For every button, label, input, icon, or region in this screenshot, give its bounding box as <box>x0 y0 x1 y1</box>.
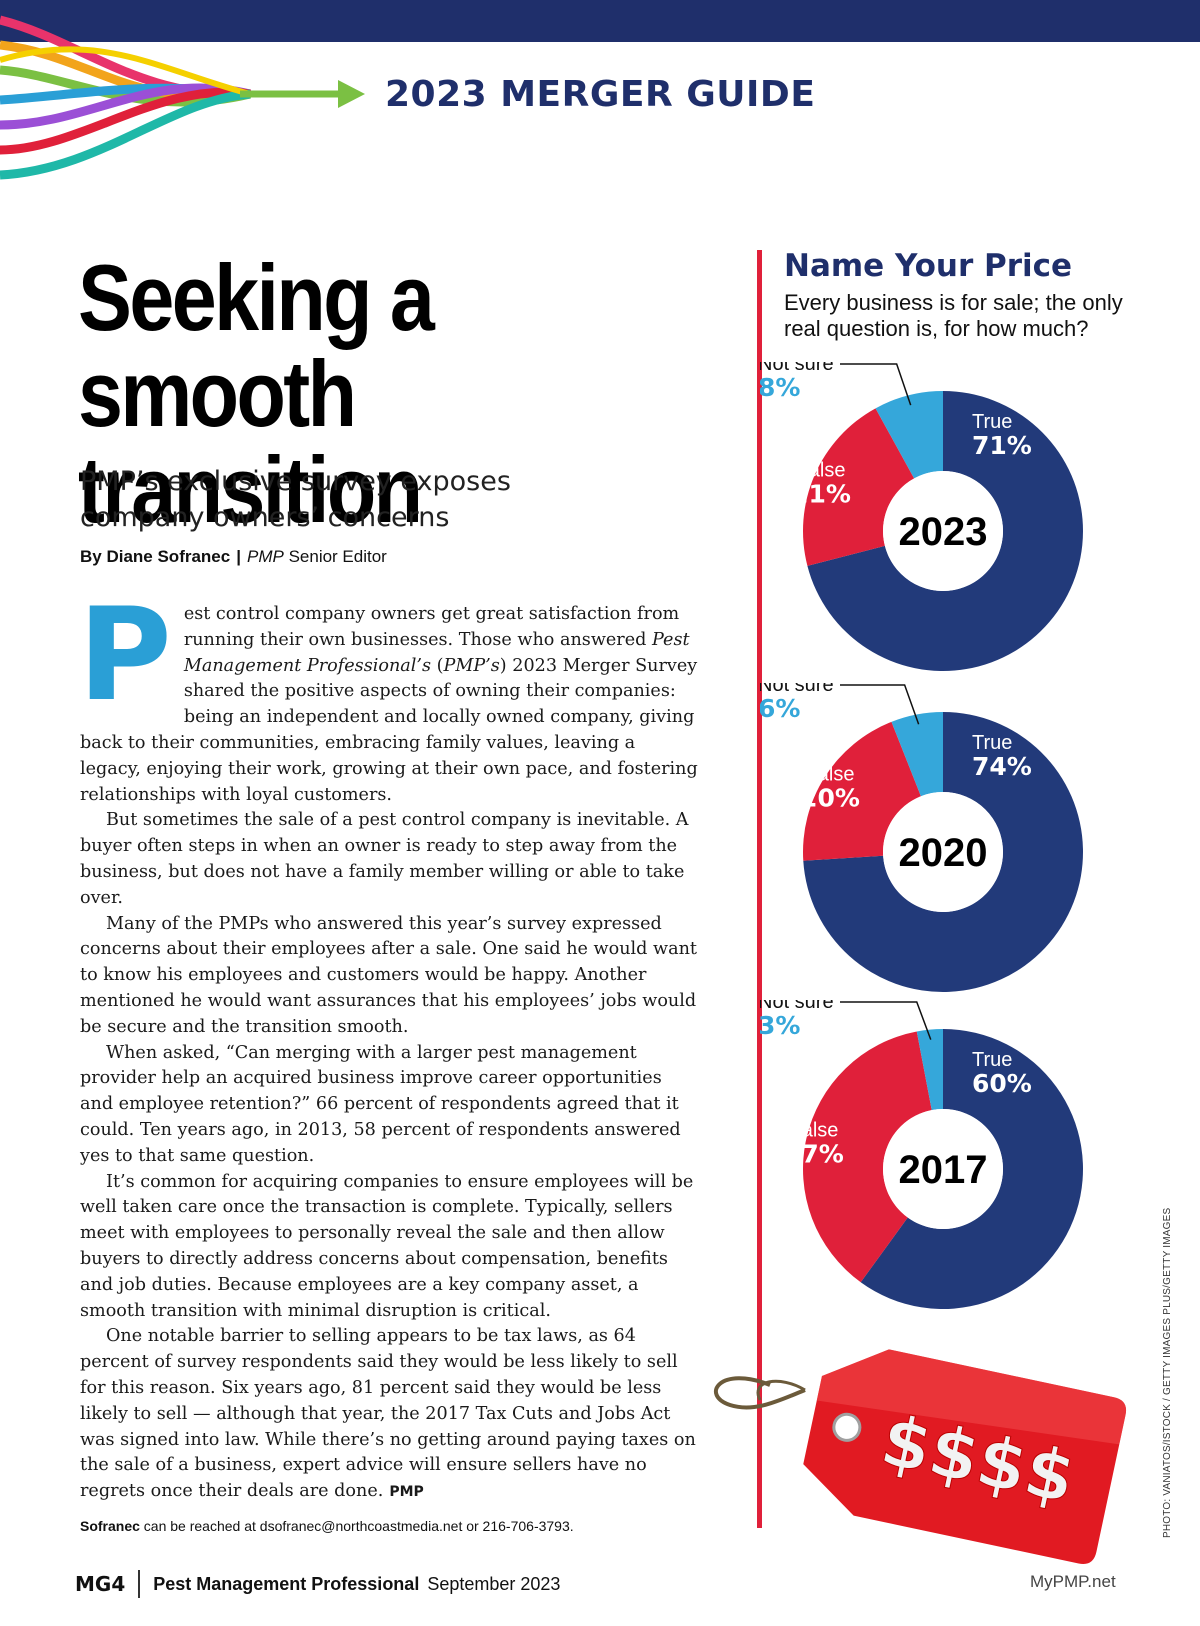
contact-name: Sofranec <box>80 1518 140 1534</box>
headline-line-1: Seeking a <box>78 245 435 350</box>
paragraph-2: But sometimes the sale of a pest control… <box>80 810 689 908</box>
footer-website: MyPMP.net <box>1030 1572 1116 1591</box>
donut-chart-2017: 2017 True 60% False 37% Not sure 3% <box>760 1000 1160 1310</box>
drop-cap: P <box>78 581 172 730</box>
footer-issue: September 2023 <box>427 1573 561 1594</box>
publication-name: Pest Management Professional’s <box>183 629 690 676</box>
slice-true <box>807 391 1083 671</box>
paragraph-6-text: One notable barrier to selling appears t… <box>80 1326 696 1502</box>
byline-author: By Diane Sofranec <box>80 547 231 566</box>
footer-left: MG4 Pest Management Professional Septemb… <box>75 1570 560 1598</box>
slice-not-sure <box>891 712 943 797</box>
slice-false <box>803 721 921 861</box>
column-divider <box>757 250 762 1528</box>
publication-abbr: PMP’s <box>443 655 500 676</box>
slice-false <box>803 1031 932 1283</box>
paragraph-1-text: est control company owners get great sat… <box>183 604 680 650</box>
slice-true <box>803 712 1083 992</box>
author-contact: Sofranec can be reached at dsofranec@nor… <box>80 1518 574 1534</box>
slice-not-sure <box>916 1029 943 1111</box>
not-sure-value: 3% <box>760 1011 800 1040</box>
byline-separator: | <box>236 547 241 566</box>
paragraph-5: It’s common for acquiring companies to e… <box>80 1171 694 1321</box>
slice-true <box>860 1029 1083 1309</box>
slice-not-sure <box>875 391 943 479</box>
not-sure-label: Not sure <box>760 362 834 375</box>
false-label: False <box>806 764 855 786</box>
not-sure-label: Not sure <box>760 683 834 696</box>
sidebar-title: Name Your Price <box>784 248 1073 284</box>
byline-role: Senior Editor <box>283 547 387 566</box>
donut-chart-2020: 2020 True 74% False 20% Not sure 6% <box>760 683 1160 993</box>
donut-hole <box>883 1109 1003 1229</box>
true-label: True <box>972 1049 1012 1071</box>
paragraph-3: Many of the PMPs who answered this year’… <box>80 913 697 1037</box>
photo-credit: PHOTO: VANIATOS/ISTOCK / GETTY IMAGES PL… <box>1162 1207 1173 1538</box>
paragraph-6: One notable barrier to selling appears t… <box>80 1324 700 1506</box>
sidebar-subtitle: Every business is for sale; the only rea… <box>784 290 1123 341</box>
not-sure-value: 6% <box>760 694 800 723</box>
false-label: False <box>797 460 846 482</box>
not-sure-leader-line <box>840 363 912 406</box>
false-value: 21% <box>791 480 851 509</box>
colorful-ribbon-arrow-icon <box>0 15 365 180</box>
not-sure-value: 8% <box>760 373 800 402</box>
price-tag-image: $$$$ <box>713 1349 1127 1564</box>
headline-line-2: smooth transition <box>78 341 423 542</box>
true-value: 74% <box>972 752 1032 781</box>
dek-line-1: PMP’s exclusive survey exposes <box>80 466 511 497</box>
paragraph-4: When asked, “Can merging with a larger p… <box>80 1042 681 1166</box>
donut-center-label: 2017 <box>899 1148 988 1192</box>
false-value: 20% <box>800 784 860 813</box>
page-number: MG4 <box>75 1572 126 1596</box>
donut-hole <box>883 471 1003 591</box>
true-value: 71% <box>972 431 1032 460</box>
not-sure-leader-line <box>840 1001 932 1040</box>
byline-publication: PMP <box>247 547 284 566</box>
donut-hole <box>883 792 1003 912</box>
donut-chart-2023: 2023 True 71% False 21% Not sure 8% <box>760 362 1160 672</box>
top-banner-bar <box>0 0 1200 42</box>
true-label: True <box>972 732 1012 754</box>
not-sure-leader-line <box>840 684 920 725</box>
section-title: 2023 MERGER GUIDE <box>385 74 816 115</box>
paragraph-1-text-c: ) 2023 Merger Survey shared the positive… <box>80 655 698 805</box>
signoff: PMP <box>389 1484 424 1501</box>
paragraph-1-text-b: ( <box>431 655 444 676</box>
dek-line-2: company owners’ concerns <box>80 502 450 533</box>
contact-text: can be reached at dsofranec@northcoastme… <box>139 1518 574 1534</box>
false-value: 37% <box>784 1139 844 1168</box>
footer-publication: Pest Management Professional <box>153 1573 420 1594</box>
true-label: True <box>972 411 1012 433</box>
byline: By Diane Sofranec | PMP Senior Editor <box>80 547 387 567</box>
donut-center-label: 2020 <box>899 831 988 875</box>
footer-divider <box>138 1570 141 1598</box>
not-sure-label: Not sure <box>760 1000 834 1013</box>
donut-center-label: 2023 <box>899 510 988 554</box>
slice-false <box>803 408 915 566</box>
article-dek: PMP’s exclusive survey exposes company o… <box>80 464 640 536</box>
article-headline: Seeking a smooth transition <box>78 250 646 538</box>
false-label: False <box>789 1119 838 1141</box>
true-value: 60% <box>972 1069 1032 1098</box>
